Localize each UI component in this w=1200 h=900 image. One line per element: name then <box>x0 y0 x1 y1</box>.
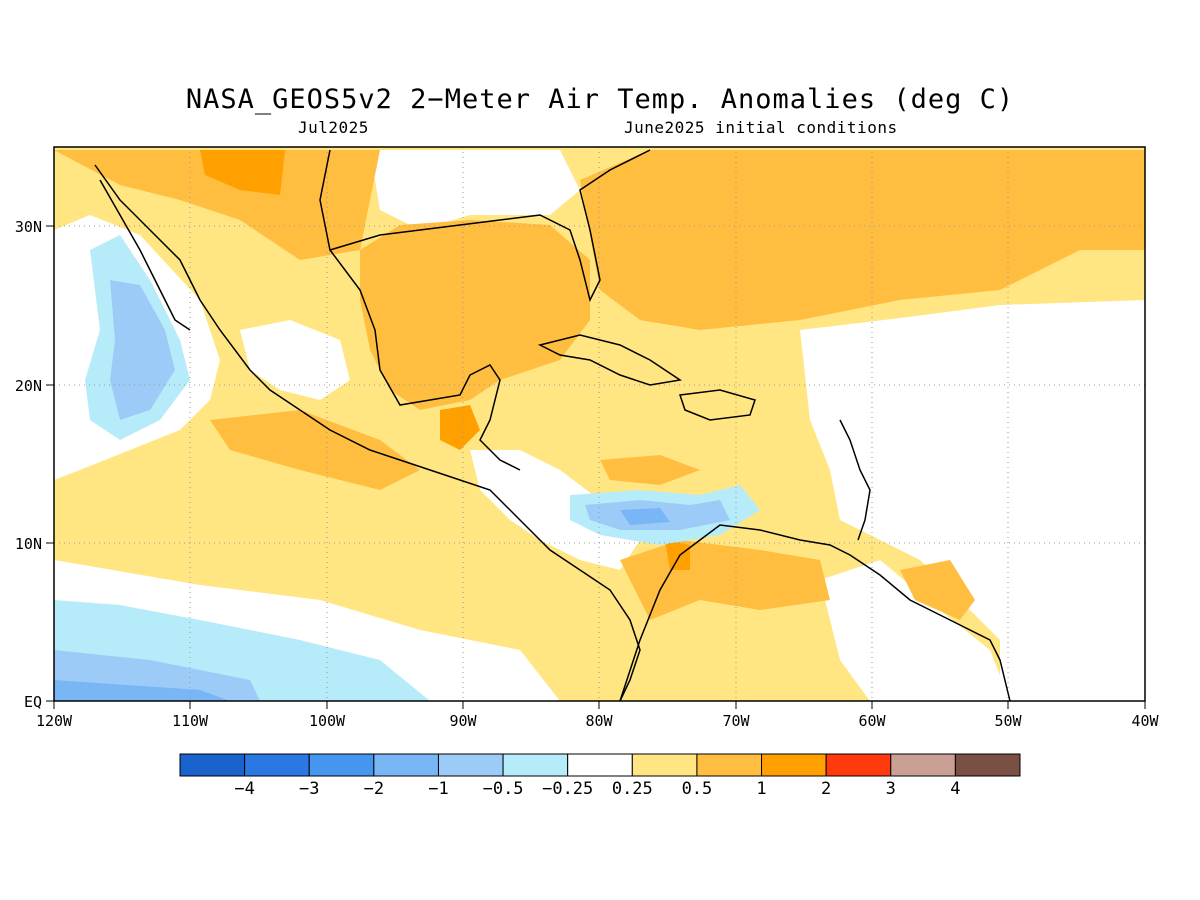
colorbar-swatch <box>696 753 763 777</box>
colorbar-swatch <box>761 753 827 777</box>
y-axis-labels: 30N 20N 10N EQ <box>15 218 42 711</box>
colorbar-swatch <box>567 753 633 777</box>
colorbar-swatch <box>631 753 698 777</box>
y-tick-label: 20N <box>15 377 42 395</box>
coastline-us-gulf <box>329 149 651 303</box>
colorbar-label: −1 <box>428 779 448 799</box>
anomaly-region-cold-baja <box>110 280 175 420</box>
coastline-lesser-antilles <box>839 419 871 541</box>
anomaly-region-colder-pacific-south <box>54 680 230 701</box>
colorbar-label: −4 <box>234 779 254 799</box>
near-zero-region-east-atlantic <box>800 300 1145 701</box>
axis-ticks <box>46 225 1146 709</box>
colorbar-label: 3 <box>886 779 896 799</box>
x-tick-label: 40W <box>1131 712 1159 730</box>
colorbar-label: −2 <box>364 779 384 799</box>
coastline-cuba <box>537 334 682 386</box>
colorbar-label: 4 <box>950 779 960 799</box>
colorbar-swatch <box>244 753 310 777</box>
colorbar-label: 0.25 <box>612 779 653 799</box>
colorbar-swatch <box>890 753 956 777</box>
colorbar-label: 0.5 <box>682 779 713 799</box>
x-tick-label: 100W <box>309 712 346 730</box>
anomaly-region-mexico-north <box>54 150 380 260</box>
colorbar: −4 −3 −2 −1 −0.5 −0.25 0.25 0.5 1 2 3 4 <box>179 753 1021 799</box>
colorbar-label: 2 <box>821 779 831 799</box>
coastlines <box>94 149 1011 702</box>
anomaly-region-pacific <box>210 410 420 490</box>
coastline-baja <box>99 179 191 331</box>
colorbar-label: −0.25 <box>542 779 593 799</box>
x-tick-label: 70W <box>722 712 750 730</box>
map-gridlines <box>54 147 1145 701</box>
anomaly-region-colder-caribbean <box>620 508 670 525</box>
colorbar-label: 1 <box>756 779 766 799</box>
x-tick-label: 50W <box>994 712 1022 730</box>
anomaly-region-guiana <box>900 560 975 620</box>
anomaly-region-atlantic <box>580 150 1145 330</box>
y-tick-label: 10N <box>15 535 42 553</box>
anomaly-region-strong-colombia <box>665 540 690 570</box>
anomaly-region-strong-north <box>200 150 285 195</box>
x-tick-label: 90W <box>449 712 477 730</box>
near-zero-region-usa <box>370 150 580 230</box>
x-axis-labels: 120W 110W 100W 90W 80W 70W 60W 50W 40W <box>36 712 1160 730</box>
near-zero-region-mexico <box>240 320 350 400</box>
colorbar-label: −3 <box>299 779 319 799</box>
colorbar-swatch <box>825 753 892 777</box>
x-tick-label: 80W <box>585 712 613 730</box>
x-tick-label: 110W <box>172 712 209 730</box>
y-tick-label: EQ <box>24 693 42 711</box>
coastline-mexico-pacific <box>94 164 641 702</box>
colorbar-label: −0.5 <box>483 779 524 799</box>
x-tick-label: 60W <box>858 712 886 730</box>
x-tick-label: 120W <box>36 712 73 730</box>
initial-conditions-label: June2025 initial conditions <box>624 118 898 137</box>
colorbar-swatch <box>437 753 504 777</box>
near-zero-region-central-america <box>470 450 640 570</box>
coastline-hispaniola <box>678 389 756 421</box>
anomaly-region-gulf <box>360 220 590 410</box>
coastline-south-america <box>619 524 1011 702</box>
near-zero-region-south-america <box>820 560 1010 701</box>
forecast-month: Jul2025 <box>298 118 369 137</box>
coastline-gulf <box>319 149 521 471</box>
colorbar-swatch <box>179 753 246 777</box>
anomaly-region-caribbean <box>600 455 700 485</box>
anomaly-field <box>54 147 1145 701</box>
anomaly-region-strong-yucatan <box>440 405 480 450</box>
colorbar-swatch <box>502 753 569 777</box>
map-title: NASA_GEOS5v2 2−Meter Air Temp. Anomalies… <box>185 84 1015 115</box>
y-tick-label: 30N <box>15 218 42 236</box>
colorbar-swatch <box>954 753 1021 777</box>
colorbar-swatch <box>308 753 375 777</box>
colorbar-swatch <box>373 753 439 777</box>
